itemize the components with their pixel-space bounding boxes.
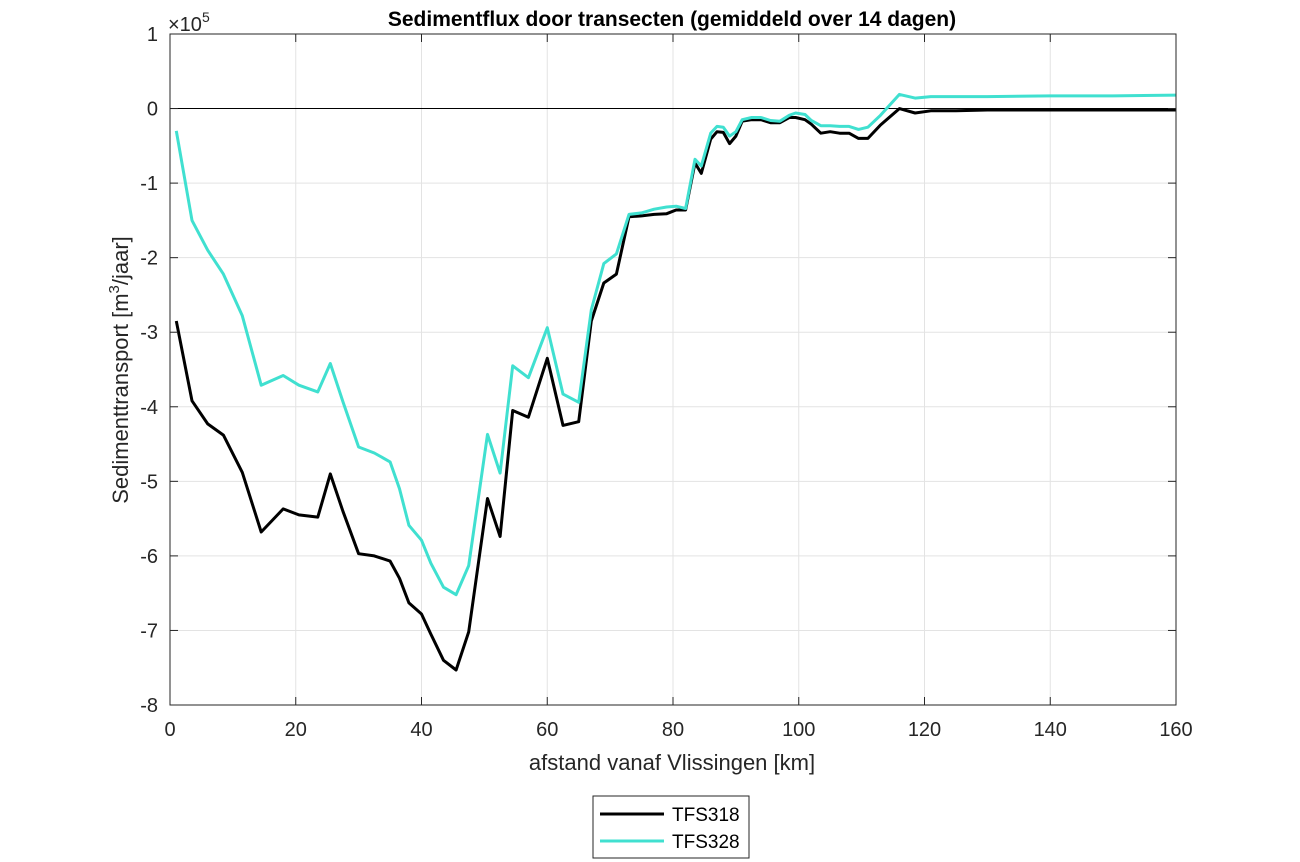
y-tick-label: 1	[147, 24, 158, 46]
y-exponent-prefix: ×10	[168, 14, 202, 36]
y-tick-label: -2	[140, 248, 158, 270]
y-tick-label: 0	[147, 99, 158, 121]
legend-label-tfs328: TFS328	[672, 832, 740, 853]
x-tick-label: 140	[1034, 719, 1067, 741]
y-tick-label: -4	[140, 397, 158, 419]
y-tick-label: -1	[140, 173, 158, 195]
series-line-tfs318	[174, 107, 1176, 672]
grid	[169, 33, 1177, 706]
y-tick-label: -8	[140, 695, 158, 717]
x-tick-label: 120	[908, 719, 941, 741]
y-axis-label-end: /jaar]	[108, 236, 133, 285]
x-tick-label: 160	[1159, 719, 1192, 741]
series-layer	[174, 92, 1177, 672]
x-tick-label: 40	[410, 719, 432, 741]
x-tick-label: 0	[164, 719, 175, 741]
y-tick-label: -6	[140, 546, 158, 568]
y-tick-label: -3	[140, 322, 158, 344]
legend: TFS318 TFS328	[592, 795, 750, 859]
y-exponent-power: 5	[202, 9, 210, 25]
y-exponent-label: ×105	[168, 9, 210, 36]
legend-label-tfs318: TFS318	[672, 805, 740, 826]
y-tick-label: -7	[140, 620, 158, 642]
x-tick-label: 20	[285, 719, 307, 741]
y-axis-label-main: Sedimenttransport [m	[108, 293, 133, 503]
legend-box	[592, 795, 750, 859]
series-line-tfs328	[174, 92, 1177, 597]
y-axis-label-sup: 3	[106, 285, 123, 293]
x-axis-label: afstand vanaf Vlissingen [km]	[529, 750, 815, 775]
y-tick-label: -5	[140, 471, 158, 493]
y-axis-ticks: 1 0 -1 -2 -3 -4 -5 -6 -7 -8	[140, 24, 1176, 717]
y-axis-label: Sedimenttransport [m3/jaar]	[106, 236, 133, 504]
x-axis-ticks: 0 20 40 60 80 100 120 140 160	[164, 34, 1193, 741]
x-tick-label: 60	[536, 719, 558, 741]
chart-title: Sedimentflux door transecten (gemiddeld …	[388, 8, 956, 31]
x-tick-label: 80	[662, 719, 684, 741]
x-tick-label: 100	[782, 719, 815, 741]
